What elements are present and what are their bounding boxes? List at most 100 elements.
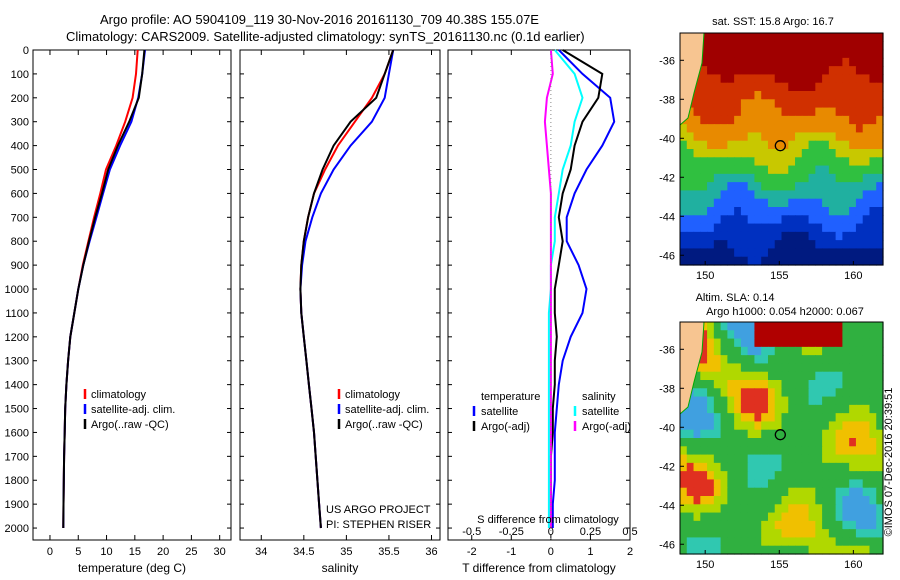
map-cell	[855, 33, 864, 42]
map-cell	[781, 157, 789, 167]
map-cell	[781, 338, 789, 348]
map-cell	[801, 115, 810, 125]
map-cell	[842, 487, 850, 497]
map-cell	[680, 157, 688, 167]
map-cell	[727, 388, 735, 398]
map-cell	[767, 471, 776, 481]
map-cell	[795, 479, 803, 489]
map-cell	[781, 537, 789, 547]
map-cell	[727, 240, 735, 250]
map-cell	[795, 182, 803, 192]
map-cell	[828, 207, 837, 216]
map-cell	[862, 446, 871, 456]
map-cell	[747, 157, 756, 167]
map-cell	[767, 198, 776, 208]
map-cell	[828, 140, 837, 150]
map-cell	[747, 338, 756, 348]
map-cell	[788, 346, 796, 356]
map-cell	[686, 231, 695, 241]
map-cell	[700, 330, 708, 340]
map-cell	[693, 157, 701, 167]
map-cell	[835, 322, 843, 331]
map-cell	[855, 496, 864, 505]
map-cell	[761, 149, 769, 158]
map-cell	[822, 512, 830, 522]
map-cell	[788, 396, 796, 406]
map-cell	[862, 91, 871, 100]
map-cell	[822, 74, 830, 84]
map-cell	[855, 346, 864, 356]
map-cell	[815, 256, 823, 266]
map-cell	[849, 404, 857, 414]
map-cell	[693, 215, 701, 225]
map-cell	[788, 404, 796, 414]
map-cell	[781, 487, 789, 497]
map-cell	[727, 198, 735, 208]
map-cell	[686, 157, 695, 167]
map-cell	[781, 115, 789, 125]
map-cell	[774, 190, 783, 200]
map-cell	[727, 91, 735, 100]
map-cell	[855, 107, 864, 117]
map-cell	[707, 248, 715, 258]
map-cell	[713, 41, 722, 51]
map-cell	[849, 99, 857, 109]
map-cell	[761, 520, 769, 530]
map-cell	[700, 231, 708, 241]
y-tick-label: 1100	[5, 308, 29, 320]
map-cell	[795, 330, 803, 340]
map-cell	[767, 529, 776, 539]
map-cell	[822, 231, 830, 241]
map-cell	[835, 421, 843, 431]
map-cell	[876, 82, 884, 92]
map-cell	[849, 462, 857, 472]
map-cell	[795, 57, 803, 67]
map-cell	[855, 231, 864, 241]
map-cell	[700, 380, 708, 389]
map-cell	[774, 124, 783, 134]
map-cell	[876, 99, 884, 109]
map-cell	[815, 421, 823, 431]
lon-tick-label: 150	[696, 559, 714, 571]
map-cell	[754, 132, 762, 142]
map-cell	[707, 157, 715, 167]
map-cell	[801, 496, 810, 505]
map-cell	[727, 256, 735, 266]
map-cell	[795, 421, 803, 431]
map-cell	[822, 33, 830, 42]
map-cell	[781, 330, 789, 340]
map-cell	[822, 429, 830, 439]
map-cell	[795, 545, 803, 555]
map-cell	[740, 66, 749, 76]
map-cell	[876, 512, 884, 522]
map-cell	[734, 471, 742, 481]
map-cell	[754, 438, 762, 447]
map-cell	[795, 512, 803, 522]
map-cell	[801, 487, 810, 497]
map-cell	[869, 248, 877, 258]
map-cell	[828, 330, 837, 340]
map-cell	[855, 355, 864, 365]
map-cell	[727, 66, 735, 76]
x-axis-label: salinity	[322, 561, 359, 575]
map-cell	[727, 33, 735, 42]
map-cell	[869, 190, 877, 200]
map-cell	[862, 240, 871, 250]
map-cell	[869, 107, 877, 117]
map-cell	[822, 248, 830, 258]
map-cell	[761, 454, 769, 464]
map-cell	[815, 107, 823, 117]
map-cell	[822, 520, 830, 530]
map-cell	[862, 132, 871, 142]
map-cell	[727, 49, 735, 59]
map-cell	[734, 33, 742, 42]
map-cell	[747, 487, 756, 497]
map-cell	[767, 404, 776, 414]
map-cell	[801, 99, 810, 109]
map-cell	[747, 371, 756, 381]
map-cell	[767, 429, 776, 439]
map-cell	[835, 256, 843, 266]
map-cell	[862, 330, 871, 340]
map-cell	[680, 438, 688, 447]
map-cell	[855, 91, 864, 100]
